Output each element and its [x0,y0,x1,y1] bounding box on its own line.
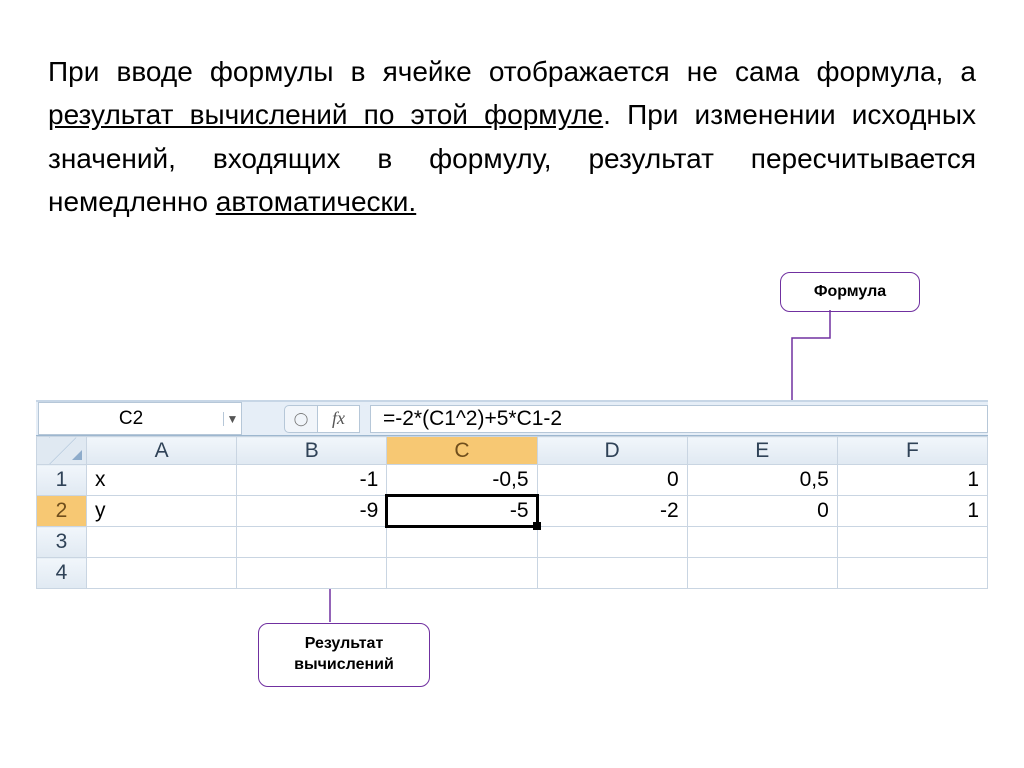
cell[interactable]: 1 [837,496,987,527]
formula-input[interactable]: =-2*(C1^2)+5*C1-2 [370,405,988,433]
callout-formula: Формула [780,272,920,312]
cell[interactable] [237,527,387,558]
text-part1: При вводе формулы в ячейке отображается … [48,56,976,87]
cell[interactable] [87,558,237,589]
callout-result: Результат вычислений [258,623,430,687]
select-all-corner[interactable] [37,437,87,465]
col-header[interactable]: D [537,437,687,465]
cell[interactable] [837,558,987,589]
row-header[interactable]: 1 [37,465,87,496]
formula-text: =-2*(C1^2)+5*C1-2 [383,407,562,431]
grid[interactable]: A B C D E F 1x-1-0,500,512y-9-5-20134 [36,436,988,589]
cell[interactable]: y [87,496,237,527]
cell[interactable] [537,558,687,589]
table-row: 2y-9-5-201 [37,496,988,527]
cell[interactable]: 0,5 [687,465,837,496]
cell[interactable] [237,558,387,589]
selection-border [385,494,538,528]
column-header-row: A B C D E F [37,437,988,465]
cell[interactable] [537,527,687,558]
cell[interactable]: -9 [237,496,387,527]
cell[interactable]: -0,5 [387,465,537,496]
cell[interactable] [387,558,537,589]
col-header[interactable]: E [687,437,837,465]
table-row: 4 [37,558,988,589]
fx-cancel-icon[interactable]: ◯ [284,405,318,433]
cell[interactable]: -5 [387,496,537,527]
cell[interactable] [687,558,837,589]
col-header[interactable]: C [387,437,537,465]
cell[interactable]: 0 [687,496,837,527]
fx-icon[interactable]: fx [318,405,360,433]
main-paragraph: При вводе формулы в ячейке отображается … [0,0,1024,234]
name-box-dropdown-icon[interactable]: ▼ [223,412,241,426]
col-header[interactable]: A [87,437,237,465]
name-box-value: C2 [39,408,223,430]
text-underline2: автоматически. [216,186,416,217]
text-underline1: результат вычислений по этой формуле [48,99,603,130]
row-header[interactable]: 3 [37,527,87,558]
cell[interactable] [687,527,837,558]
row-header[interactable]: 2 [37,496,87,527]
fx-group: ◯ fx [284,402,360,435]
cell[interactable]: 0 [537,465,687,496]
cell[interactable]: -1 [237,465,387,496]
cell[interactable] [837,527,987,558]
spreadsheet: C2 ▼ ◯ fx =-2*(C1^2)+5*C1-2 A B C D E F … [36,400,988,589]
cell[interactable]: 1 [837,465,987,496]
table-row: 1x-1-0,500,51 [37,465,988,496]
col-header[interactable]: B [237,437,387,465]
name-box[interactable]: C2 ▼ [38,402,242,435]
callout-result-l2: вычислений [294,656,394,673]
table-row: 3 [37,527,988,558]
cell[interactable]: -2 [537,496,687,527]
col-header[interactable]: F [837,437,987,465]
callout-result-l1: Результат [305,635,384,652]
formula-bar: C2 ▼ ◯ fx =-2*(C1^2)+5*C1-2 [36,402,988,436]
cell[interactable] [87,527,237,558]
row-header[interactable]: 4 [37,558,87,589]
cell[interactable]: x [87,465,237,496]
cell[interactable] [387,527,537,558]
callout-formula-label: Формула [814,283,886,300]
fill-handle[interactable] [533,522,541,530]
